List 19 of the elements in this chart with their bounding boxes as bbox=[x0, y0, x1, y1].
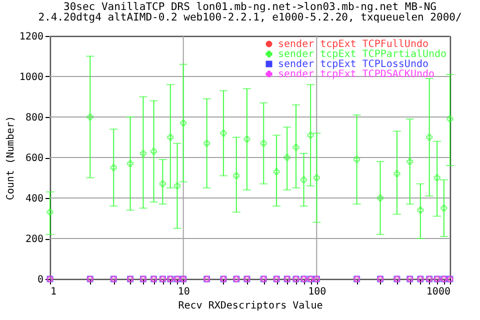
x-tick-label: 100 bbox=[308, 286, 326, 298]
legend-label: sender tcpExt TCPLossUndo bbox=[278, 59, 429, 70]
y-axis-title: Count (Number) bbox=[5, 116, 16, 200]
y-tick-label: 0 bbox=[37, 274, 44, 286]
y-tick-label: 1000 bbox=[19, 72, 44, 83]
y-tick-label: 800 bbox=[25, 112, 44, 124]
legend-label: sender tcpExt TCPPartialUndo bbox=[278, 49, 447, 60]
y-tick-label: 1200 bbox=[19, 32, 44, 42]
chart-subtitle: 2.4.20dtg4 altAIMD-0.2 web100-2.2.1, e1000-5.2.20, txqueuelen 2000/ bbox=[38, 12, 462, 24]
x-tick-label: 1 bbox=[50, 286, 57, 298]
x-tick-label: 1000 bbox=[426, 286, 450, 298]
y-tick-label: 200 bbox=[25, 234, 44, 245]
y-tick-label: 400 bbox=[25, 194, 44, 204]
legend-label: sender tcpExt TCPDSACKUndo bbox=[278, 69, 435, 80]
x-axis-title: Recv RXDescriptors Value bbox=[178, 300, 323, 312]
x-tick-label: 10 bbox=[178, 286, 190, 298]
chart-title: 30sec VanillaTCP DRS lon01.mb-ng.net->lon03.mb-ng.net MB-NG bbox=[64, 1, 436, 13]
y-tick-label: 600 bbox=[25, 153, 44, 164]
legend-label: sender tcpExt TCPFullUndo bbox=[278, 39, 429, 50]
